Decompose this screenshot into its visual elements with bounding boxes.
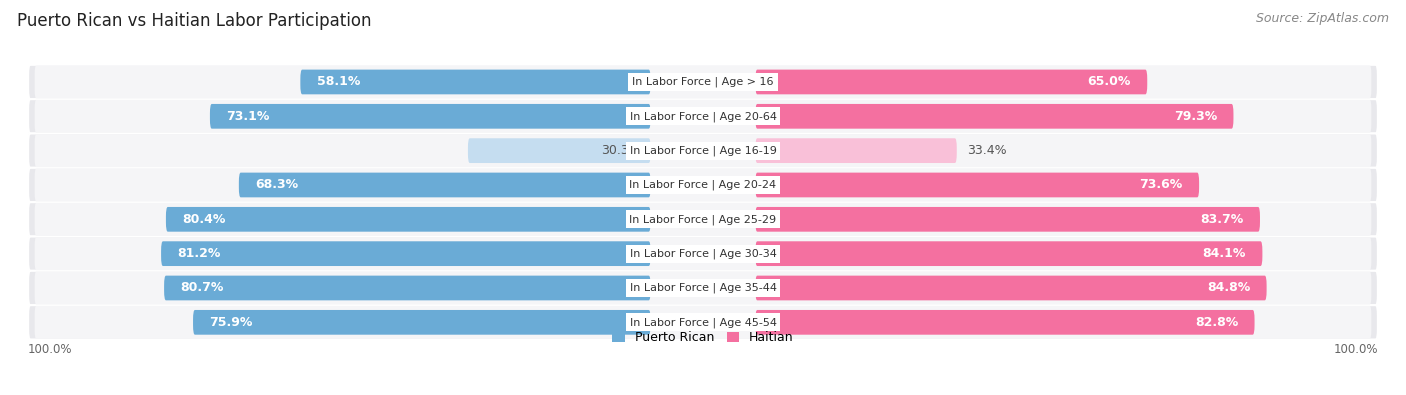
Text: 65.0%: 65.0% bbox=[1087, 75, 1130, 88]
Text: In Labor Force | Age 30-34: In Labor Force | Age 30-34 bbox=[630, 248, 776, 259]
Text: In Labor Force | Age 20-24: In Labor Force | Age 20-24 bbox=[630, 180, 776, 190]
Text: 82.8%: 82.8% bbox=[1195, 316, 1239, 329]
FancyBboxPatch shape bbox=[755, 70, 1147, 94]
Text: In Labor Force | Age 25-29: In Labor Force | Age 25-29 bbox=[630, 214, 776, 225]
Text: In Labor Force | Age 20-64: In Labor Force | Age 20-64 bbox=[630, 111, 776, 122]
Text: 81.2%: 81.2% bbox=[177, 247, 221, 260]
FancyBboxPatch shape bbox=[28, 99, 1378, 134]
FancyBboxPatch shape bbox=[35, 203, 1371, 236]
FancyBboxPatch shape bbox=[35, 169, 1371, 201]
FancyBboxPatch shape bbox=[755, 104, 1233, 129]
FancyBboxPatch shape bbox=[28, 271, 1378, 305]
FancyBboxPatch shape bbox=[209, 104, 651, 129]
FancyBboxPatch shape bbox=[301, 70, 651, 94]
FancyBboxPatch shape bbox=[755, 241, 1263, 266]
FancyBboxPatch shape bbox=[239, 173, 651, 198]
FancyBboxPatch shape bbox=[162, 241, 651, 266]
Text: In Labor Force | Age 16-19: In Labor Force | Age 16-19 bbox=[630, 145, 776, 156]
Text: 58.1%: 58.1% bbox=[316, 75, 360, 88]
FancyBboxPatch shape bbox=[165, 276, 651, 300]
FancyBboxPatch shape bbox=[35, 271, 1371, 305]
Text: 84.1%: 84.1% bbox=[1202, 247, 1246, 260]
Text: 100.0%: 100.0% bbox=[28, 343, 73, 356]
FancyBboxPatch shape bbox=[468, 138, 651, 163]
FancyBboxPatch shape bbox=[35, 306, 1371, 339]
Text: In Labor Force | Age > 16: In Labor Force | Age > 16 bbox=[633, 77, 773, 87]
FancyBboxPatch shape bbox=[193, 310, 651, 335]
FancyBboxPatch shape bbox=[755, 310, 1254, 335]
FancyBboxPatch shape bbox=[35, 237, 1371, 270]
Text: 33.4%: 33.4% bbox=[966, 144, 1007, 157]
Text: 68.3%: 68.3% bbox=[256, 179, 298, 192]
FancyBboxPatch shape bbox=[35, 66, 1371, 98]
Text: Puerto Rican vs Haitian Labor Participation: Puerto Rican vs Haitian Labor Participat… bbox=[17, 12, 371, 30]
Legend: Puerto Rican, Haitian: Puerto Rican, Haitian bbox=[607, 326, 799, 350]
FancyBboxPatch shape bbox=[28, 202, 1378, 237]
Text: 79.3%: 79.3% bbox=[1174, 110, 1218, 123]
FancyBboxPatch shape bbox=[755, 207, 1260, 232]
Text: 75.9%: 75.9% bbox=[209, 316, 253, 329]
Text: 30.3%: 30.3% bbox=[600, 144, 641, 157]
Text: 83.7%: 83.7% bbox=[1201, 213, 1243, 226]
FancyBboxPatch shape bbox=[35, 134, 1371, 167]
FancyBboxPatch shape bbox=[166, 207, 651, 232]
Text: In Labor Force | Age 45-54: In Labor Force | Age 45-54 bbox=[630, 317, 776, 327]
Text: 84.8%: 84.8% bbox=[1206, 282, 1250, 295]
FancyBboxPatch shape bbox=[28, 305, 1378, 339]
Text: 100.0%: 100.0% bbox=[1333, 343, 1378, 356]
FancyBboxPatch shape bbox=[28, 168, 1378, 202]
FancyBboxPatch shape bbox=[755, 276, 1267, 300]
Text: 80.4%: 80.4% bbox=[183, 213, 226, 226]
Text: 80.7%: 80.7% bbox=[180, 282, 224, 295]
FancyBboxPatch shape bbox=[28, 65, 1378, 99]
FancyBboxPatch shape bbox=[755, 173, 1199, 198]
FancyBboxPatch shape bbox=[755, 138, 956, 163]
Text: In Labor Force | Age 35-44: In Labor Force | Age 35-44 bbox=[630, 283, 776, 293]
Text: 73.6%: 73.6% bbox=[1139, 179, 1182, 192]
FancyBboxPatch shape bbox=[28, 237, 1378, 271]
FancyBboxPatch shape bbox=[28, 134, 1378, 168]
Text: Source: ZipAtlas.com: Source: ZipAtlas.com bbox=[1256, 12, 1389, 25]
FancyBboxPatch shape bbox=[35, 100, 1371, 133]
Text: 73.1%: 73.1% bbox=[226, 110, 270, 123]
